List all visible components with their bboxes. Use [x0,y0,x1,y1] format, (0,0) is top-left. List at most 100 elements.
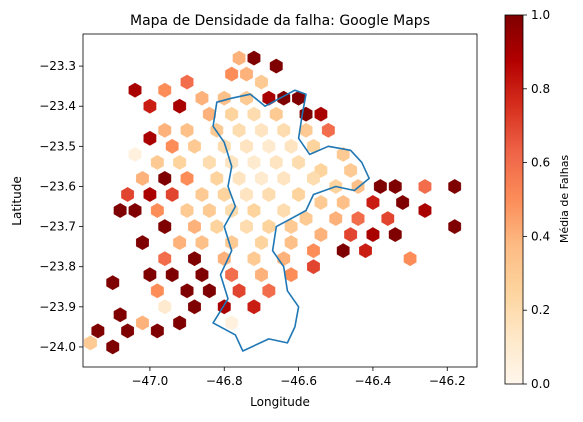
hexbin-cell [188,219,201,235]
hexbin-cell [240,66,254,82]
hexbin-cell [165,187,179,202]
hexbin-cell [269,154,283,170]
colorbar-tick-label: 0.0 [531,377,550,391]
colorbar [504,14,524,385]
hexbin-cell [277,203,291,218]
hexbin-cell [195,187,209,202]
y-axis-ticks: −23.3 −23.4 −23.5 −23.6 −23.7 −23.8 −23.9 −24.0 [39,59,83,354]
hexbin-cell [202,283,216,299]
hexbin-cell [121,187,135,202]
hexbin-cell [262,187,276,202]
hexbin-cell [292,187,305,202]
hexbin-cell [150,323,164,339]
hexbin-cell [165,267,179,283]
hexbin-cell [158,251,172,267]
hexbin-cell [247,50,261,66]
hexbin-cell [232,122,246,138]
plot-frame [82,33,478,368]
y-tick-label: −23.7 [39,220,76,234]
hexbin-cell [173,235,187,251]
hexbin-cell [195,267,209,283]
hexbin-cell [403,251,417,267]
hexbin-cell [366,195,380,210]
hexbin-cell [195,235,209,251]
hexbin-cell [188,299,201,315]
hexbin-cell [143,267,157,283]
hexbin-cell [150,283,164,299]
hexbin-cell [284,138,298,154]
hexbin-cell [396,195,410,210]
hexbin-cell [180,122,194,138]
hexbin-cell [388,227,402,243]
x-tick-label: −47.0 [132,374,169,388]
hexbin-cell [254,74,268,90]
x-tick-label: −46.2 [429,374,466,388]
hexbin-cell [158,170,172,186]
hexbin-cell [314,227,328,243]
hexbin-cell [373,179,387,194]
hexbin-cell [158,122,172,138]
hexbin-cell [247,299,261,315]
hexbin-cell [180,170,194,186]
colorbar-tick-label: 1.0 [531,8,550,22]
hexbin-cell [314,195,328,210]
hexbin-cell [262,219,276,235]
colorbar-tick-label: 0.4 [531,229,550,243]
hexbin-cell [366,227,380,243]
hexbin-cell [359,243,372,259]
hexbin-cell [381,211,395,227]
hexbin-cell [135,235,149,251]
y-tick-label: −23.5 [39,139,76,153]
hexbin-cell [240,187,254,202]
hexbin-cell [292,154,305,170]
hexbin-cell [143,98,157,114]
colorbar-label: Média de Falhas [558,155,571,244]
hexbin-cell [351,211,365,227]
y-tick-label: −23.3 [39,59,76,73]
hexbin-cell [254,122,268,138]
hexbin-cell [173,315,187,331]
hexbin-cell [329,211,343,227]
hexbin-cell [448,219,462,235]
hexbin-cell [262,138,276,154]
colorbar-tick-label: 0.2 [531,303,550,317]
y-tick-label: −24.0 [39,340,76,354]
hexbin-cell [307,243,320,259]
hexbin-cell [418,203,432,218]
hexbin-cell [143,187,157,202]
hexbin-cell [173,154,187,170]
hexbin-cell [113,203,127,218]
hexbin-cell [173,98,187,114]
hexbin-cell [336,243,350,259]
hexbin-cell [344,227,358,243]
hexbin-cell [128,146,142,162]
hexbin-cell [210,219,224,235]
hexbin-cell [284,235,298,251]
x-tick-label: −46.8 [206,374,243,388]
hexbin-cell [210,170,224,186]
hexbin-cell [165,138,179,154]
hexbin-cell [225,267,239,283]
hexbin-cell [225,66,239,82]
y-tick-label: −23.9 [39,300,76,314]
chart-title: Mapa de Densidade da falha: Google Maps [130,13,430,29]
y-tick-label: −23.6 [39,179,76,193]
hexbin-cell [232,283,246,299]
hexbin-cell [188,251,201,267]
hexbin-cell [202,154,216,170]
hexbin-cell [106,275,120,291]
hexbin-cell [247,154,261,170]
hexbin-cell [284,219,298,235]
hexbin-cell [247,106,261,122]
hexbin-cell [277,122,291,138]
hexbin-cell [314,106,328,122]
hexbin-cell [128,203,142,218]
y-tick-label: −23.4 [39,99,76,113]
hexbin-cell [240,138,254,154]
x-tick-label: −46.4 [355,374,392,388]
city-boundary-layer [212,89,370,352]
hexbin-cell [158,299,172,315]
hexbin-cell [135,315,149,331]
hexbin-cell [232,50,246,66]
